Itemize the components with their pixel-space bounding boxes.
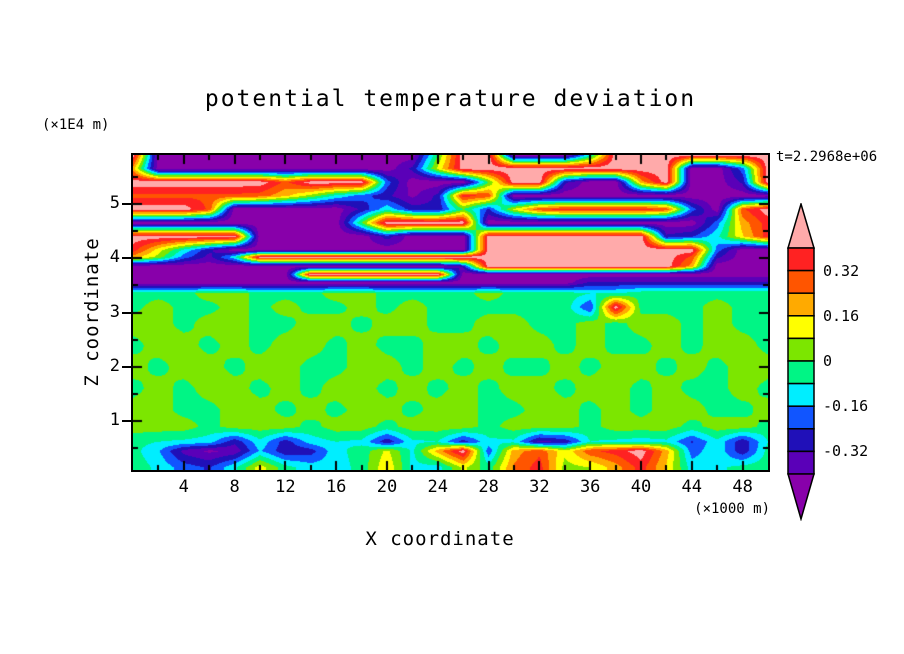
x-tick-label: 8: [229, 477, 240, 497]
time-label: t=2.2968e+06: [776, 149, 878, 165]
x-tick-label: 32: [529, 477, 550, 497]
colorbar-box: [787, 360, 815, 385]
colorbar-box: [787, 450, 815, 475]
colorbar-box: [787, 428, 815, 453]
colorbar-under-arrow: [787, 473, 815, 521]
colorbar: [786, 203, 816, 521]
x-axis-unit-label: (×1000 m): [694, 501, 770, 517]
y-axis-tick: [122, 311, 131, 314]
y-tick-label: 2: [109, 355, 120, 376]
y-axis-tick: [122, 365, 131, 368]
x-tick-label: 4: [178, 477, 189, 497]
x-axis-title: X coordinate: [365, 528, 515, 550]
colorbar-tick-label: 0.16: [823, 306, 860, 325]
x-tick-label: 24: [427, 477, 449, 497]
colorbar-box: [787, 292, 815, 317]
colorbar-box: [787, 405, 815, 430]
colorbar-box: [787, 337, 815, 362]
x-tick-label: 48: [732, 477, 753, 497]
x-tick-label: 40: [630, 477, 652, 497]
x-tick-label: 28: [478, 477, 499, 497]
contour-canvas: [133, 155, 768, 470]
colorbar-box: [787, 382, 815, 407]
plot-area: [131, 153, 770, 472]
y-tick-label: 5: [109, 192, 120, 213]
colorbar-tick-label: -0.32: [823, 442, 869, 461]
x-tick-label: 12: [275, 477, 296, 497]
y-axis-unit-label: (×1E4 m): [42, 117, 110, 133]
y-axis-tick: [122, 420, 131, 423]
y-tick-label: 4: [109, 247, 120, 268]
colorbar-box: [787, 269, 815, 294]
colorbar-tick-label: 0.32: [823, 261, 860, 280]
y-axis-tick: [122, 257, 131, 260]
y-tick-label: 3: [109, 301, 120, 322]
x-tick-label: 44: [681, 477, 703, 497]
y-axis-tick: [122, 202, 131, 205]
chart-title: potential temperature deviation: [204, 86, 697, 112]
colorbar-over-arrow: [786, 203, 816, 249]
colorbar-box: [787, 247, 815, 272]
colorbar-tick-label: -0.16: [823, 397, 869, 416]
x-tick-label: 20: [376, 477, 398, 497]
colorbar-tick-label: 0: [823, 352, 833, 370]
x-tick-label: 36: [579, 477, 601, 497]
colorbar-box: [787, 315, 815, 340]
y-tick-label: 1: [109, 410, 120, 431]
x-tick-label: 16: [325, 477, 347, 497]
